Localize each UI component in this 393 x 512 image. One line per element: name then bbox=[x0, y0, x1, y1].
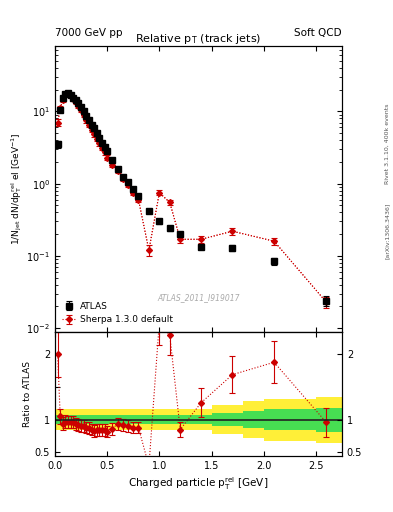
Text: [arXiv:1306.3436]: [arXiv:1306.3436] bbox=[385, 202, 390, 259]
Text: Rivet 3.1.10, 400k events: Rivet 3.1.10, 400k events bbox=[385, 103, 390, 184]
Text: Soft QCD: Soft QCD bbox=[294, 28, 342, 38]
Text: ATLAS_2011_I919017: ATLAS_2011_I919017 bbox=[157, 293, 240, 302]
X-axis label: Charged particle p$_{\rm T}^{\rm rel}$ [GeV]: Charged particle p$_{\rm T}^{\rm rel}$ [… bbox=[129, 475, 268, 492]
Text: 7000 GeV pp: 7000 GeV pp bbox=[55, 28, 123, 38]
Y-axis label: Ratio to ATLAS: Ratio to ATLAS bbox=[23, 360, 32, 426]
Title: Relative p$_{\rm T}$ (track jets): Relative p$_{\rm T}$ (track jets) bbox=[135, 32, 262, 46]
Y-axis label: 1/N$_{\rm jet}$ dN/dp$_{\rm T}^{\rm rel}$ el [GeV$^{-1}$]: 1/N$_{\rm jet}$ dN/dp$_{\rm T}^{\rm rel}… bbox=[9, 133, 24, 245]
Legend: ATLAS, Sherpa 1.3.0 default: ATLAS, Sherpa 1.3.0 default bbox=[59, 299, 176, 327]
